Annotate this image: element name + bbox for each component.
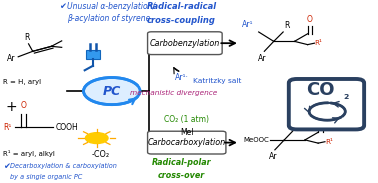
Text: Carbobenzylation: Carbobenzylation: [150, 39, 220, 48]
Text: MeI: MeI: [180, 128, 194, 137]
FancyBboxPatch shape: [147, 32, 222, 55]
Circle shape: [84, 78, 140, 105]
Text: R¹: R¹: [325, 139, 333, 145]
Text: ✔: ✔: [59, 2, 66, 11]
Text: Ar: Ar: [7, 54, 15, 63]
Text: Radical-radical: Radical-radical: [146, 2, 217, 11]
Text: O: O: [21, 101, 26, 110]
Text: mechanistic divergence: mechanistic divergence: [130, 90, 218, 96]
Text: by a single organic PC: by a single organic PC: [10, 174, 82, 180]
Text: Ar: Ar: [258, 54, 267, 63]
Text: +: +: [5, 100, 17, 114]
Text: Ar: Ar: [269, 152, 277, 161]
Text: cross-over: cross-over: [158, 171, 205, 180]
Text: ✔: ✔: [3, 163, 9, 171]
Text: Ar¹: Ar¹: [242, 20, 253, 29]
Text: O: O: [318, 113, 323, 122]
Text: R¹ = aryl, alkyl: R¹ = aryl, alkyl: [3, 150, 54, 157]
Text: R¹: R¹: [4, 123, 12, 132]
Text: R¹: R¹: [314, 40, 322, 46]
Text: R: R: [294, 119, 300, 128]
FancyBboxPatch shape: [147, 131, 226, 154]
Text: Radical-polar: Radical-polar: [152, 158, 211, 167]
Text: -CO₂: -CO₂: [91, 150, 110, 159]
Text: cross-coupling: cross-coupling: [147, 16, 216, 25]
Circle shape: [85, 133, 108, 143]
Text: R: R: [24, 33, 29, 42]
Text: Unusual α-benzylation/: Unusual α-benzylation/: [67, 2, 155, 11]
Text: R = H, aryl: R = H, aryl: [3, 79, 41, 85]
Text: Carbocarboxylation: Carbocarboxylation: [148, 138, 226, 147]
Text: Decarboxylation & carboxylation: Decarboxylation & carboxylation: [10, 163, 117, 169]
Text: Ar¹·: Ar¹·: [175, 73, 188, 82]
Text: O: O: [307, 15, 313, 24]
Text: R: R: [284, 21, 290, 30]
Text: ₂: ₂: [343, 89, 349, 102]
Text: PC: PC: [103, 85, 121, 98]
Text: COOH: COOH: [56, 123, 79, 132]
Text: MeOOC: MeOOC: [243, 137, 269, 143]
FancyBboxPatch shape: [289, 79, 364, 129]
Text: CO: CO: [307, 81, 335, 99]
Bar: [86, 50, 100, 59]
Text: Katritzky salt: Katritzky salt: [193, 79, 241, 84]
Text: CO₂ (1 atm): CO₂ (1 atm): [164, 115, 209, 124]
Text: β-acylation of styrene: β-acylation of styrene: [67, 14, 150, 23]
